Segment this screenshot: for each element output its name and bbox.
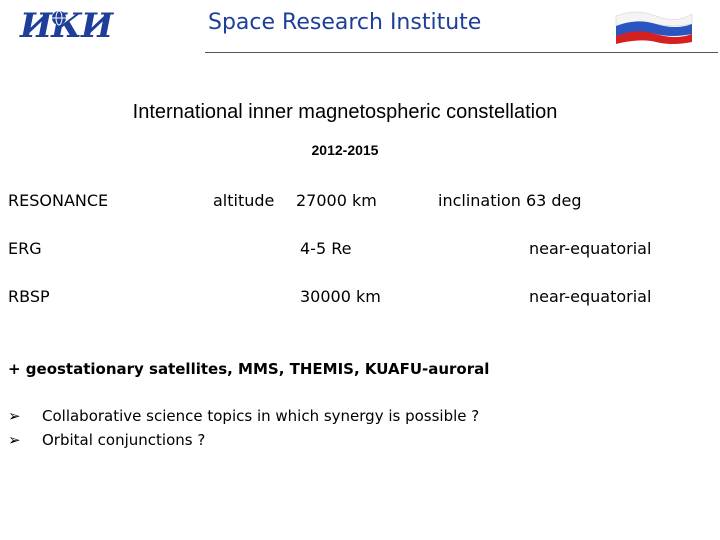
mission-param: 27000 km <box>296 191 377 210</box>
mission-param: near-equatorial <box>529 287 652 306</box>
note: + geostationary satellites, MMS, THEMIS,… <box>8 360 490 378</box>
subtitle: 2012-2015 <box>311 142 379 158</box>
flag <box>615 11 693 44</box>
mission-param: inclination 63 deg <box>438 191 582 210</box>
mission-name: RBSP <box>8 287 50 306</box>
bullet-text: Orbital conjunctions ? <box>42 431 206 449</box>
slide-title: International inner magnetospheric const… <box>132 101 558 123</box>
mission-param: altitude <box>213 191 275 210</box>
logo-globe <box>52 10 66 26</box>
header-title: Space Research Institute <box>208 10 482 35</box>
mission-name: ERG <box>8 239 42 258</box>
mission-param: near-equatorial <box>529 239 652 258</box>
mission-param: 4-5 Re <box>300 239 352 258</box>
logo: ИКИ <box>20 6 113 46</box>
bullet-text: Collaborative science topics in which sy… <box>42 407 480 425</box>
bullet-arrow: ➢ <box>8 432 21 449</box>
header-rule <box>205 52 718 53</box>
mission-name: RESONANCE <box>8 191 109 210</box>
bullet-arrow: ➢ <box>8 408 21 425</box>
mission-param: 30000 km <box>300 287 381 306</box>
